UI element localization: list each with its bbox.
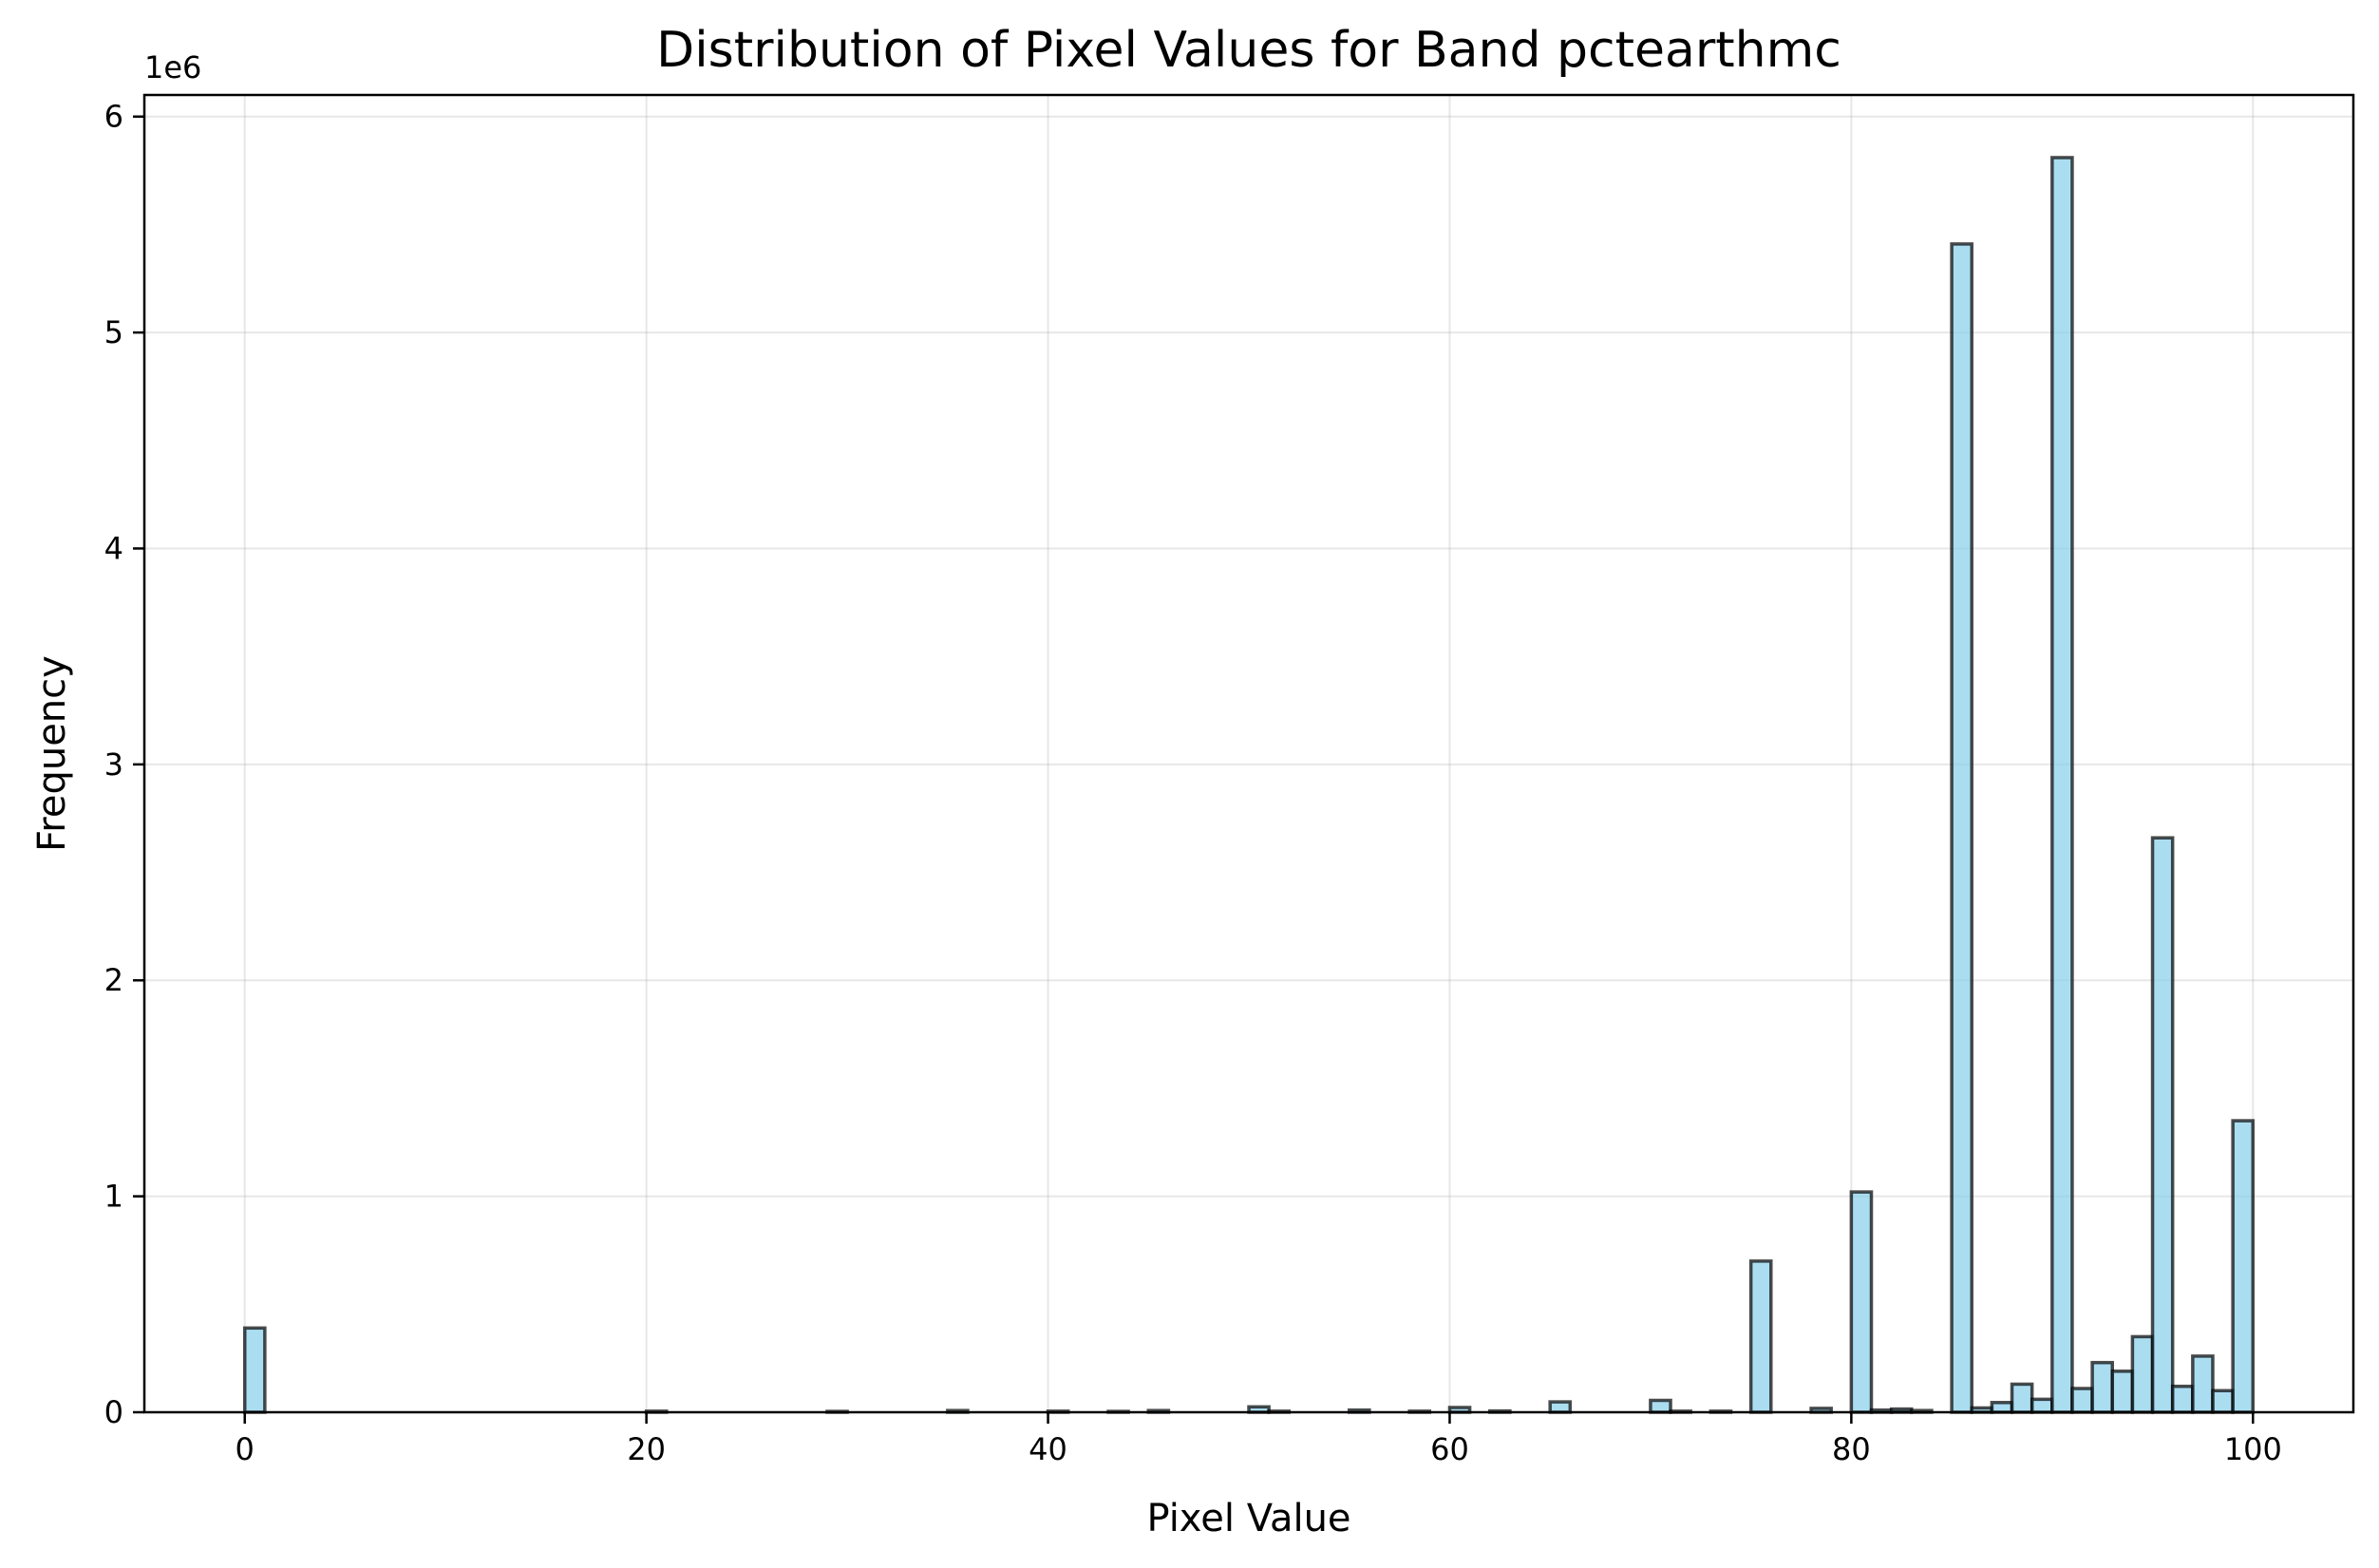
- histogram-bar: [2030, 1397, 2054, 1414]
- x-tick-label: 100: [2224, 1431, 2282, 1467]
- plot-area: [144, 95, 2353, 1412]
- histogram-bar: [2170, 1384, 2195, 1414]
- histogram-bar: [1649, 1398, 1672, 1414]
- histogram-bar: [2231, 1119, 2256, 1414]
- y-axis-ticks: 0 1 2 3 4 5 6: [104, 99, 144, 1430]
- histogram-bar: [242, 1326, 267, 1414]
- histogram-bar: [2191, 1354, 2215, 1414]
- x-tick-label: 60: [1430, 1431, 1469, 1467]
- histogram-bar: [2090, 1360, 2115, 1414]
- histogram-bar: [1950, 242, 1973, 1414]
- histogram-bar: [1548, 1400, 1573, 1414]
- histogram-bar: [2050, 156, 2074, 1414]
- x-tick-label: 80: [1832, 1431, 1871, 1467]
- y-tick-label: 4: [104, 530, 123, 566]
- histogram-bar: [2150, 836, 2175, 1414]
- y-tick-label: 6: [104, 99, 123, 135]
- x-tick-label: 20: [627, 1431, 666, 1467]
- histogram-bar: [2070, 1387, 2094, 1414]
- y-tick-label: 3: [104, 746, 123, 783]
- histogram-bar: [2010, 1382, 2034, 1414]
- y-tick-label: 1: [104, 1179, 123, 1215]
- x-tick-label: 0: [236, 1431, 255, 1467]
- chart-title: Distribution of Pixel Values for Band pc…: [656, 22, 1841, 79]
- histogram-bar: [1748, 1259, 1773, 1414]
- histogram-bar: [2110, 1370, 2135, 1414]
- x-axis-label: Pixel Value: [1146, 1497, 1350, 1540]
- y-tick-label: 0: [104, 1394, 123, 1430]
- histogram-bar: [1990, 1401, 2014, 1414]
- plot-frame: [142, 93, 2355, 1414]
- x-tick-label: 40: [1029, 1431, 1067, 1467]
- x-axis-ticks: 0 20 40 60 80 100: [236, 1412, 2282, 1467]
- histogram-bar: [2130, 1334, 2155, 1414]
- bars-group: [242, 156, 2256, 1414]
- y-tick-label: 5: [104, 314, 123, 350]
- histogram-bar: [2211, 1389, 2235, 1414]
- histogram-bar: [1849, 1190, 1874, 1414]
- y-tick-label: 2: [104, 962, 123, 998]
- y-axis-label: Frequency: [30, 655, 74, 852]
- y-axis-offset-label: 1e6: [144, 49, 201, 85]
